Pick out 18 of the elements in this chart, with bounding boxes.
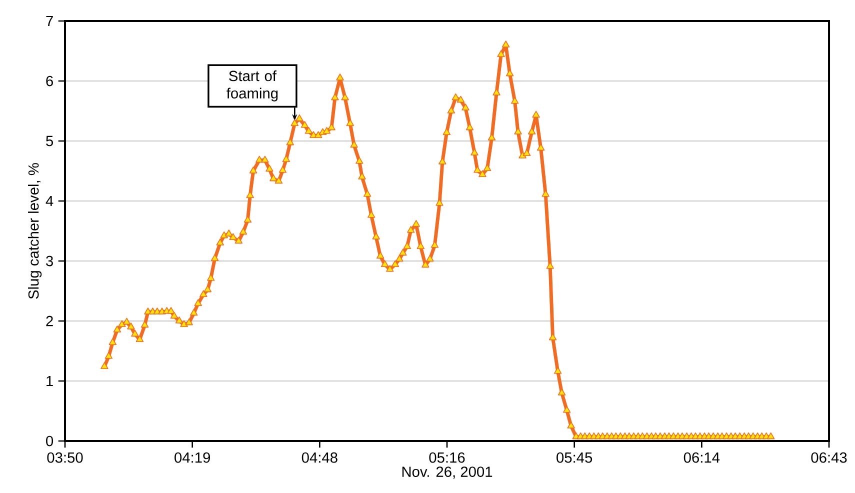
y-tick-label: 1	[46, 376, 53, 386]
y-tick-label: 0	[46, 436, 54, 446]
x-tick-label: 03:50	[47, 452, 83, 463]
x-tick-label: 04:19	[174, 452, 210, 463]
y-tick-label: 4	[46, 196, 54, 206]
annotation: Start of foaming	[226, 70, 278, 102]
y-tick-label: 3	[46, 256, 53, 266]
y-tick-label: 7	[46, 16, 53, 26]
y-tick-label: 2	[46, 316, 53, 326]
x-tick-label: 04:48	[302, 452, 338, 463]
y-tick-label: 6	[46, 76, 53, 86]
y-tick-label: 5	[46, 136, 53, 146]
x-tick-label: 05:16	[429, 452, 465, 463]
y-axis-title: Slug catcher level, %	[28, 163, 42, 299]
x-tick-label: 06:43	[811, 452, 847, 463]
x-axis-title: Nov. 26, 2001	[402, 466, 492, 479]
x-tick-label: 06:14	[684, 452, 720, 463]
x-tick-label: 05:45	[556, 452, 592, 463]
